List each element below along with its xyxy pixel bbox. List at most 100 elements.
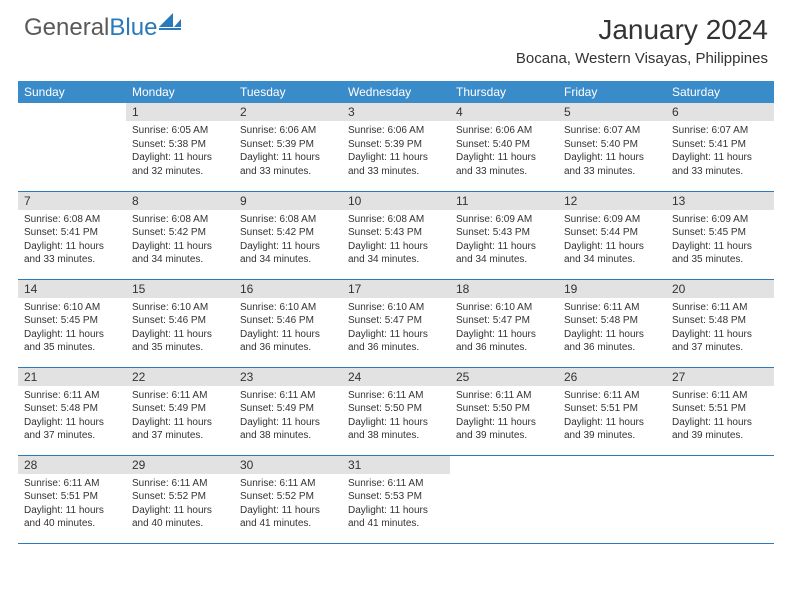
cell-body: Sunrise: 6:11 AMSunset: 5:48 PMDaylight:… (558, 298, 666, 359)
weekday-header: Monday (126, 81, 234, 103)
sunset-text: Sunset: 5:48 PM (564, 314, 660, 328)
day-number: 18 (450, 280, 558, 298)
day-number: 20 (666, 280, 774, 298)
calendar-cell: 25Sunrise: 6:11 AMSunset: 5:50 PMDayligh… (450, 367, 558, 455)
cell-body: Sunrise: 6:05 AMSunset: 5:38 PMDaylight:… (126, 121, 234, 182)
daylight-text: Daylight: 11 hours and 37 minutes. (132, 416, 228, 443)
sunrise-text: Sunrise: 6:11 AM (132, 389, 228, 403)
logo-mark-icon (159, 10, 183, 38)
day-number: 31 (342, 456, 450, 474)
daylight-text: Daylight: 11 hours and 40 minutes. (132, 504, 228, 531)
day-number: 19 (558, 280, 666, 298)
daylight-text: Daylight: 11 hours and 33 minutes. (24, 240, 120, 267)
sunset-text: Sunset: 5:41 PM (24, 226, 120, 240)
cell-body: Sunrise: 6:10 AMSunset: 5:45 PMDaylight:… (18, 298, 126, 359)
sunrise-text: Sunrise: 6:11 AM (564, 301, 660, 315)
calendar-cell: 12Sunrise: 6:09 AMSunset: 5:44 PMDayligh… (558, 191, 666, 279)
sunrise-text: Sunrise: 6:08 AM (348, 213, 444, 227)
weekday-header: Tuesday (234, 81, 342, 103)
daylight-text: Daylight: 11 hours and 37 minutes. (672, 328, 768, 355)
calendar-cell: 15Sunrise: 6:10 AMSunset: 5:46 PMDayligh… (126, 279, 234, 367)
sunrise-text: Sunrise: 6:08 AM (132, 213, 228, 227)
daylight-text: Daylight: 11 hours and 33 minutes. (456, 151, 552, 178)
weekday-header-row: SundayMondayTuesdayWednesdayThursdayFrid… (18, 81, 774, 103)
day-number: 5 (558, 103, 666, 121)
logo-text-2: Blue (109, 14, 157, 42)
calendar-cell: 20Sunrise: 6:11 AMSunset: 5:48 PMDayligh… (666, 279, 774, 367)
sunset-text: Sunset: 5:48 PM (24, 402, 120, 416)
cell-body: Sunrise: 6:11 AMSunset: 5:48 PMDaylight:… (666, 298, 774, 359)
calendar-cell (18, 103, 126, 191)
calendar-cell: 9Sunrise: 6:08 AMSunset: 5:42 PMDaylight… (234, 191, 342, 279)
day-number: 1 (126, 103, 234, 121)
daylight-text: Daylight: 11 hours and 34 minutes. (564, 240, 660, 267)
day-number: 15 (126, 280, 234, 298)
calendar-cell: 5Sunrise: 6:07 AMSunset: 5:40 PMDaylight… (558, 103, 666, 191)
sunset-text: Sunset: 5:47 PM (348, 314, 444, 328)
cell-body: Sunrise: 6:11 AMSunset: 5:49 PMDaylight:… (234, 386, 342, 447)
cell-body: Sunrise: 6:11 AMSunset: 5:50 PMDaylight:… (450, 386, 558, 447)
day-number: 23 (234, 368, 342, 386)
cell-body: Sunrise: 6:07 AMSunset: 5:41 PMDaylight:… (666, 121, 774, 182)
sunset-text: Sunset: 5:45 PM (24, 314, 120, 328)
sunset-text: Sunset: 5:51 PM (564, 402, 660, 416)
cell-body: Sunrise: 6:11 AMSunset: 5:50 PMDaylight:… (342, 386, 450, 447)
weekday-header: Wednesday (342, 81, 450, 103)
calendar-cell: 29Sunrise: 6:11 AMSunset: 5:52 PMDayligh… (126, 455, 234, 543)
daylight-text: Daylight: 11 hours and 41 minutes. (348, 504, 444, 531)
sunrise-text: Sunrise: 6:11 AM (132, 477, 228, 491)
daylight-text: Daylight: 11 hours and 38 minutes. (348, 416, 444, 443)
sunset-text: Sunset: 5:51 PM (672, 402, 768, 416)
sunset-text: Sunset: 5:39 PM (348, 138, 444, 152)
day-number: 13 (666, 192, 774, 210)
calendar-cell: 10Sunrise: 6:08 AMSunset: 5:43 PMDayligh… (342, 191, 450, 279)
calendar-cell: 4Sunrise: 6:06 AMSunset: 5:40 PMDaylight… (450, 103, 558, 191)
calendar-cell: 6Sunrise: 6:07 AMSunset: 5:41 PMDaylight… (666, 103, 774, 191)
day-number: 3 (342, 103, 450, 121)
calendar-cell: 13Sunrise: 6:09 AMSunset: 5:45 PMDayligh… (666, 191, 774, 279)
sunset-text: Sunset: 5:41 PM (672, 138, 768, 152)
calendar-cell: 7Sunrise: 6:08 AMSunset: 5:41 PMDaylight… (18, 191, 126, 279)
daylight-text: Daylight: 11 hours and 39 minutes. (672, 416, 768, 443)
sunset-text: Sunset: 5:42 PM (240, 226, 336, 240)
cell-body: Sunrise: 6:07 AMSunset: 5:40 PMDaylight:… (558, 121, 666, 182)
daylight-text: Daylight: 11 hours and 39 minutes. (564, 416, 660, 443)
day-number: 4 (450, 103, 558, 121)
cell-body: Sunrise: 6:09 AMSunset: 5:45 PMDaylight:… (666, 210, 774, 271)
cell-body: Sunrise: 6:08 AMSunset: 5:43 PMDaylight:… (342, 210, 450, 271)
day-number: 10 (342, 192, 450, 210)
day-number: 7 (18, 192, 126, 210)
location: Bocana, Western Visayas, Philippines (516, 50, 768, 67)
calendar-cell: 18Sunrise: 6:10 AMSunset: 5:47 PMDayligh… (450, 279, 558, 367)
day-number: 2 (234, 103, 342, 121)
calendar-cell: 14Sunrise: 6:10 AMSunset: 5:45 PMDayligh… (18, 279, 126, 367)
sunset-text: Sunset: 5:38 PM (132, 138, 228, 152)
day-number: 25 (450, 368, 558, 386)
day-number: 29 (126, 456, 234, 474)
cell-body: Sunrise: 6:10 AMSunset: 5:47 PMDaylight:… (342, 298, 450, 359)
cell-body: Sunrise: 6:11 AMSunset: 5:48 PMDaylight:… (18, 386, 126, 447)
calendar-table: SundayMondayTuesdayWednesdayThursdayFrid… (18, 81, 774, 544)
sunrise-text: Sunrise: 6:06 AM (348, 124, 444, 138)
daylight-text: Daylight: 11 hours and 40 minutes. (24, 504, 120, 531)
sunrise-text: Sunrise: 6:10 AM (456, 301, 552, 315)
daylight-text: Daylight: 11 hours and 34 minutes. (240, 240, 336, 267)
day-number: 16 (234, 280, 342, 298)
daylight-text: Daylight: 11 hours and 34 minutes. (456, 240, 552, 267)
sunrise-text: Sunrise: 6:11 AM (348, 477, 444, 491)
calendar-cell: 31Sunrise: 6:11 AMSunset: 5:53 PMDayligh… (342, 455, 450, 543)
sunrise-text: Sunrise: 6:06 AM (456, 124, 552, 138)
sunrise-text: Sunrise: 6:11 AM (672, 389, 768, 403)
sunset-text: Sunset: 5:42 PM (132, 226, 228, 240)
title-block: January 2024 Bocana, Western Visayas, Ph… (516, 14, 768, 67)
cell-body: Sunrise: 6:08 AMSunset: 5:42 PMDaylight:… (126, 210, 234, 271)
sunrise-text: Sunrise: 6:11 AM (240, 477, 336, 491)
calendar-row: 21Sunrise: 6:11 AMSunset: 5:48 PMDayligh… (18, 367, 774, 455)
day-number: 26 (558, 368, 666, 386)
calendar-cell (666, 455, 774, 543)
calendar-cell: 19Sunrise: 6:11 AMSunset: 5:48 PMDayligh… (558, 279, 666, 367)
calendar-cell: 11Sunrise: 6:09 AMSunset: 5:43 PMDayligh… (450, 191, 558, 279)
sunset-text: Sunset: 5:51 PM (24, 490, 120, 504)
day-number: 17 (342, 280, 450, 298)
calendar-cell: 22Sunrise: 6:11 AMSunset: 5:49 PMDayligh… (126, 367, 234, 455)
